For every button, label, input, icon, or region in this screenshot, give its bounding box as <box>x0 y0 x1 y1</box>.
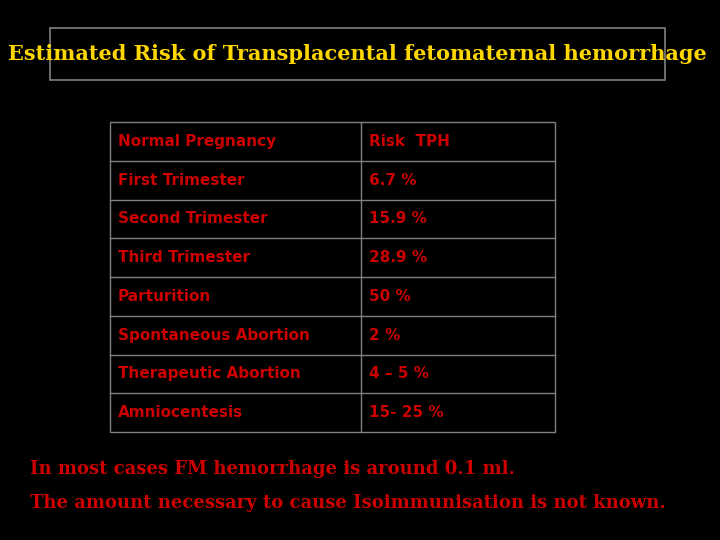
Text: Normal Pregnancy: Normal Pregnancy <box>118 134 276 149</box>
Text: First Trimester: First Trimester <box>118 173 245 187</box>
Text: Risk  TPH: Risk TPH <box>369 134 450 149</box>
Text: 50 %: 50 % <box>369 289 411 304</box>
Text: In most cases FM hemorrhage is around 0.1 ml.: In most cases FM hemorrhage is around 0.… <box>30 460 515 478</box>
Text: 15- 25 %: 15- 25 % <box>369 405 444 420</box>
Text: 2 %: 2 % <box>369 328 400 342</box>
Text: Estimated Risk of Transplacental fetomaternal hemorrhage: Estimated Risk of Transplacental fetomat… <box>8 44 707 64</box>
Text: Parturition: Parturition <box>118 289 211 304</box>
Text: Third Trimester: Third Trimester <box>118 250 250 265</box>
Bar <box>110 122 555 432</box>
Text: Second Trimester: Second Trimester <box>118 211 268 226</box>
Text: Amniocentesis: Amniocentesis <box>118 405 243 420</box>
Text: The amount necessary to cause Isoimmunisation is not known.: The amount necessary to cause Isoimmunis… <box>30 494 666 512</box>
Text: Spontaneous Abortion: Spontaneous Abortion <box>118 328 310 342</box>
Text: Therapeutic Abortion: Therapeutic Abortion <box>118 366 301 381</box>
Bar <box>50 28 665 80</box>
Text: 28.9 %: 28.9 % <box>369 250 428 265</box>
Text: 6.7 %: 6.7 % <box>369 173 417 187</box>
Text: 15.9 %: 15.9 % <box>369 211 427 226</box>
Text: 4 – 5 %: 4 – 5 % <box>369 366 429 381</box>
